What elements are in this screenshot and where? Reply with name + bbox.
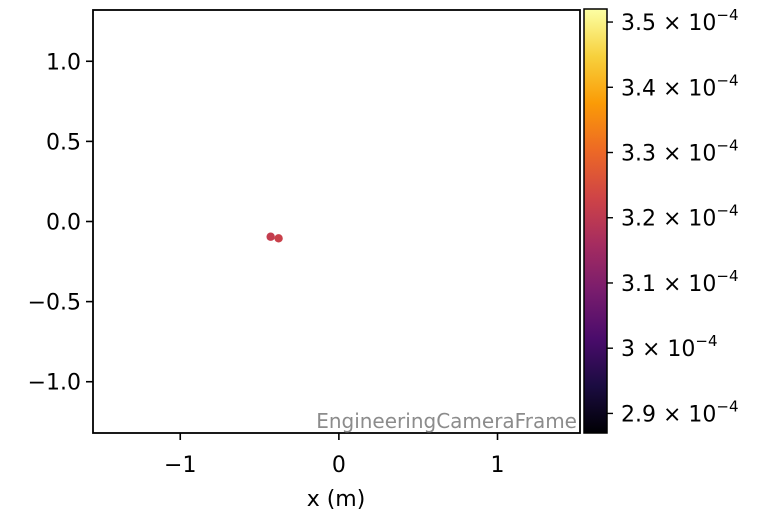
x-axis-ticks: −1 0 1 bbox=[164, 433, 505, 478]
y-tick-label: −1.0 bbox=[28, 371, 81, 396]
y-tick-label: 1.0 bbox=[46, 50, 81, 75]
colorbar-tick-label: 3.2 × 10−4 bbox=[621, 202, 739, 232]
x-axis-label: x (m) bbox=[307, 487, 366, 512]
data-point-1 bbox=[274, 234, 283, 243]
colorbar bbox=[583, 8, 608, 434]
colorbar-tick-label: 3.4 × 10−4 bbox=[621, 71, 739, 101]
y-tick-label: 0.0 bbox=[46, 211, 81, 236]
x-tick-label: 1 bbox=[491, 453, 505, 478]
colorbar-tick-label: 3.5 × 10−4 bbox=[621, 6, 739, 36]
y-tick-label: 0.5 bbox=[46, 130, 81, 155]
colorbar-tick-label: 2.9 × 10−4 bbox=[621, 397, 739, 427]
colorbar-tick-label: 3.1 × 10−4 bbox=[621, 267, 739, 297]
frame-annotation: EngineeringCameraFrame bbox=[316, 409, 577, 433]
colorbar-tick-label: 3 × 10−4 bbox=[621, 332, 718, 362]
plot-frame bbox=[92, 9, 581, 434]
x-tick-label: 0 bbox=[332, 453, 346, 478]
y-tick-label: −0.5 bbox=[28, 291, 81, 316]
data-point-0 bbox=[266, 232, 275, 241]
colorbar-ticks: 2.9 × 10−4 3 × 10−4 3.1 × 10−4 3.2 × 10−4 3.… bbox=[607, 6, 739, 427]
data-points bbox=[266, 232, 283, 243]
y-axis-ticks: 1.0 0.5 0.0 −0.5 −1.0 bbox=[28, 50, 93, 396]
x-tick-label: −1 bbox=[164, 453, 196, 478]
colorbar-tick-label: 3.3 × 10−4 bbox=[621, 137, 739, 167]
plot-area bbox=[93, 10, 580, 433]
